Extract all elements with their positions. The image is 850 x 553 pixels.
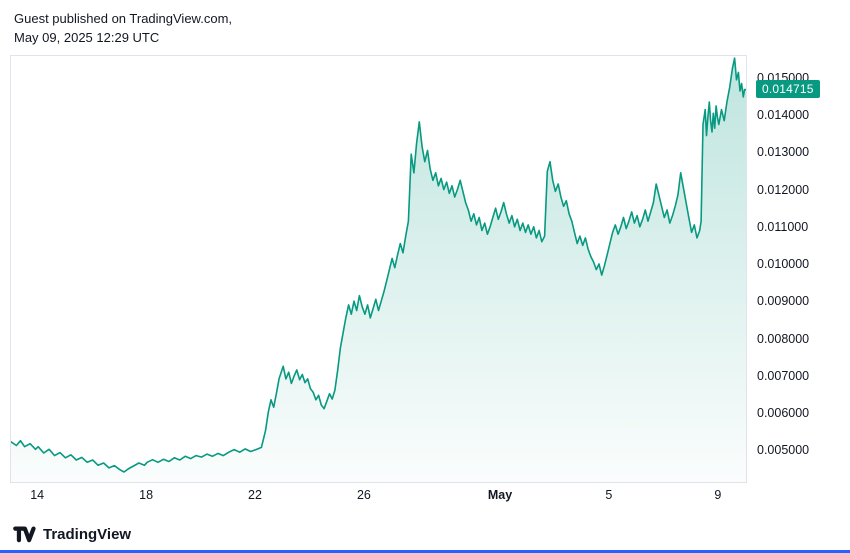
y-axis-label: 0.010000 [757, 257, 810, 272]
y-axis-label: 0.012000 [757, 182, 810, 197]
tradingview-attribution[interactable]: TradingView [13, 526, 131, 543]
x-axis: 14 18 22 26 May 5 9 [10, 487, 747, 505]
y-axis: 0.015000 0.014000 0.013000 0.012000 0.011000… [757, 55, 847, 481]
price-area-chart [11, 57, 746, 482]
x-axis-label: 18 [139, 488, 154, 502]
x-axis-label: 5 [605, 488, 613, 502]
area-fill [11, 58, 746, 482]
x-axis-label: 22 [248, 488, 262, 502]
x-axis-label: 26 [356, 488, 371, 502]
x-axis-label: May [487, 488, 513, 502]
publish-info: Guest published on TradingView.com, May … [14, 9, 232, 47]
y-axis-label: 0.013000 [757, 145, 810, 160]
publish-info-line2: May 09, 2025 12:29 UTC [14, 30, 160, 45]
chart-plot-area [10, 55, 747, 483]
y-axis-label: 0.005000 [757, 443, 810, 458]
y-axis-label: 0.006000 [757, 405, 810, 420]
publish-info-line1: Guest published on TradingView.com, [14, 11, 233, 26]
last-price-badge: 0.014715 [756, 80, 820, 98]
y-axis-label: 0.014000 [757, 108, 810, 123]
tradingview-logo-icon[interactable] [13, 526, 36, 543]
x-axis-label: 9 [714, 488, 722, 502]
y-axis-label: 0.011000 [757, 219, 809, 234]
y-axis-label: 0.007000 [757, 368, 810, 383]
y-axis-label: 0.008000 [757, 331, 810, 346]
y-axis-label: 0.009000 [757, 294, 810, 309]
x-axis-label: 14 [30, 488, 45, 502]
bottom-accent-line [0, 550, 850, 553]
price-line [11, 57, 746, 473]
tradingview-brand-text[interactable]: TradingView [43, 526, 132, 543]
